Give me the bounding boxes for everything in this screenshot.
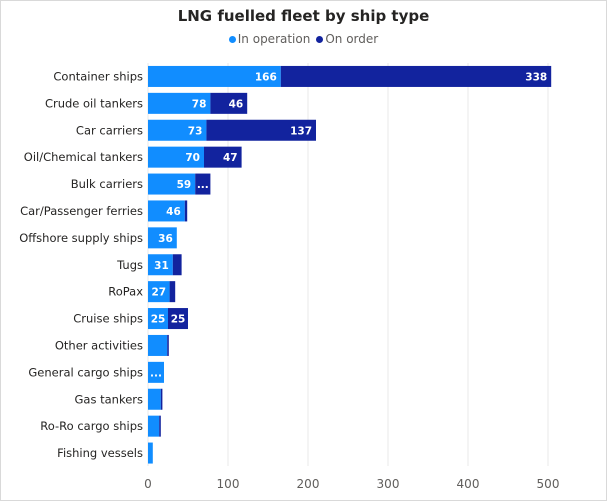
bar-ropax-on-order[interactable]: [169, 281, 176, 303]
bar-gas-tankers-in-operation[interactable]: [148, 388, 161, 410]
bar-other-activities-on-order[interactable]: [167, 334, 169, 356]
x-tick-label-300: 300: [377, 477, 400, 491]
x-tick-label-400: 400: [457, 477, 480, 491]
category-label-cruise-ships[interactable]: Cruise ships: [73, 312, 143, 326]
data-label-car-carriers-on-order: 137: [290, 125, 312, 137]
data-label-container-ships-on-order: 338: [525, 71, 547, 83]
category-label-general-cargo-ships[interactable]: General cargo ships: [28, 365, 143, 379]
bar-bulk-carriers-on-order[interactable]: [195, 173, 211, 195]
data-label-bulk-carriers-on-order: ...: [197, 179, 209, 191]
category-label-car-passenger-ferries[interactable]: Car/Passenger ferries: [20, 204, 143, 218]
bar-car-passenger-ferries-on-order[interactable]: [184, 200, 188, 222]
data-label-bulk-carriers-in-operation: 59: [177, 179, 192, 191]
data-label-oil-chemical-tankers-on-order: 47: [223, 152, 238, 164]
category-label-oil-chemical-tankers[interactable]: Oil/Chemical tankers: [24, 150, 143, 164]
category-label-container-ships[interactable]: Container ships: [53, 69, 143, 83]
data-label-cruise-ships-on-order: 25: [171, 314, 186, 326]
x-tick-label-100: 100: [217, 477, 240, 491]
legend-item-on-order[interactable]: On order: [316, 32, 378, 46]
legend[interactable]: In operation On order: [0, 32, 607, 46]
category-label-ropax[interactable]: RoPax: [108, 285, 143, 299]
bar-container-ships-in-operation[interactable]: [148, 65, 281, 87]
legend-label-in-operation: In operation: [237, 32, 311, 46]
legend-marker-on-order: [316, 35, 324, 43]
bar-crude-oil-tankers-on-order[interactable]: [210, 92, 248, 114]
bar-oil-chemical-tankers-on-order[interactable]: [204, 146, 242, 168]
data-label-tugs-in-operation: 31: [154, 260, 169, 272]
bar-tugs-on-order[interactable]: [172, 254, 182, 276]
category-label-other-activities[interactable]: Other activities: [55, 338, 143, 352]
category-label-ro-ro-cargo-ships[interactable]: Ro-Ro cargo ships: [40, 419, 143, 433]
category-label-offshore-supply-ships[interactable]: Offshore supply ships: [19, 231, 143, 245]
legend-item-in-operation[interactable]: In operation: [228, 32, 311, 46]
x-tick-label-200: 200: [297, 477, 320, 491]
bar-oil-chemical-tankers-in-operation[interactable]: [148, 146, 204, 168]
bar-tugs-in-operation[interactable]: [148, 254, 173, 276]
category-label-crude-oil-tankers[interactable]: Crude oil tankers: [45, 96, 143, 110]
category-label-gas-tankers[interactable]: Gas tankers: [75, 392, 144, 406]
bar-container-ships-on-order[interactable]: [280, 65, 552, 87]
data-label-general-cargo-ships-in-operation: ...: [150, 367, 162, 379]
data-label-crude-oil-tankers-in-operation: 78: [192, 98, 207, 110]
bar-car-carriers-on-order[interactable]: [206, 119, 316, 141]
chart-title: LNG fuelled fleet by ship type: [177, 7, 430, 25]
x-tick-label-0: 0: [144, 477, 152, 491]
category-label-fishing-vessels[interactable]: Fishing vessels: [57, 446, 143, 460]
legend-label-on-order: On order: [325, 32, 379, 46]
data-label-offshore-supply-ships-in-operation: 36: [158, 233, 173, 245]
data-label-container-ships-in-operation: 166: [255, 71, 277, 83]
data-label-car-carriers-in-operation: 73: [188, 125, 203, 137]
bar-general-cargo-ships-in-operation[interactable]: [148, 361, 164, 383]
x-tick-label-500: 500: [537, 477, 560, 491]
bar-fishing-vessels-in-operation[interactable]: [148, 442, 153, 464]
category-label-car-carriers[interactable]: Car carriers: [76, 123, 143, 137]
bar-car-passenger-ferries-in-operation[interactable]: [148, 200, 185, 222]
bar-ro-ro-cargo-ships-in-operation[interactable]: [148, 415, 160, 437]
bar-cruise-ships-on-order[interactable]: [168, 308, 188, 330]
data-label-crude-oil-tankers-on-order: 46: [229, 98, 244, 110]
bar-gas-tankers-on-order[interactable]: [160, 388, 163, 410]
bar-ro-ro-cargo-ships-on-order[interactable]: [159, 415, 161, 437]
category-label-tugs[interactable]: Tugs: [116, 258, 143, 272]
bar-other-activities-in-operation[interactable]: [148, 334, 168, 356]
category-label-bulk-carriers[interactable]: Bulk carriers: [71, 177, 143, 191]
bar-ropax-in-operation[interactable]: [148, 281, 170, 303]
data-label-ropax-in-operation: 27: [151, 287, 166, 299]
data-label-cruise-ships-in-operation: 25: [151, 314, 166, 326]
bar-car-carriers-in-operation[interactable]: [148, 119, 207, 141]
data-label-car-passenger-ferries-in-operation: 46: [166, 206, 181, 218]
bar-crude-oil-tankers-in-operation[interactable]: [148, 92, 211, 114]
data-label-oil-chemical-tankers-in-operation: 70: [185, 152, 200, 164]
bar-offshore-supply-ships-in-operation[interactable]: [148, 227, 177, 249]
bar-bulk-carriers-in-operation[interactable]: [148, 173, 196, 195]
legend-marker-in-operation: [228, 35, 236, 43]
bar-cruise-ships-in-operation[interactable]: [148, 308, 168, 330]
